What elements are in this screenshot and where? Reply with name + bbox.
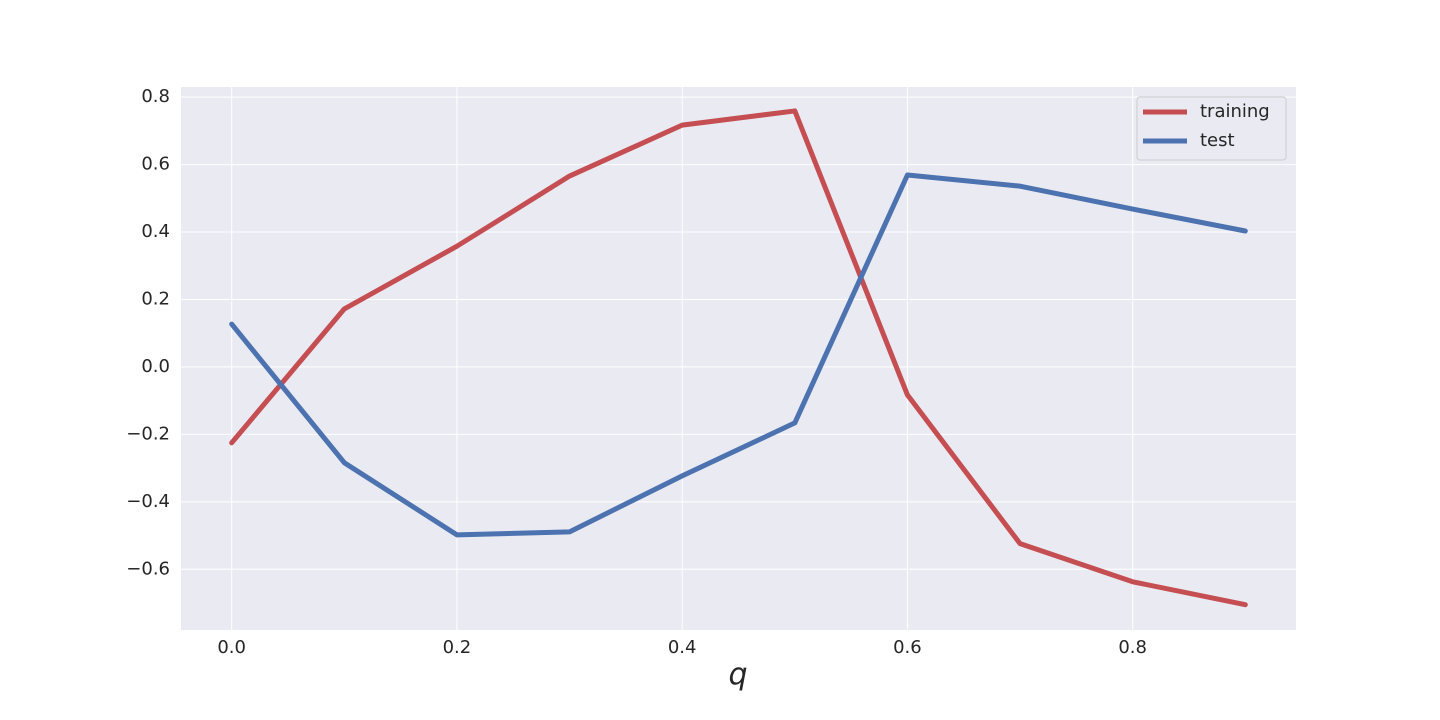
legend-label: training — [1200, 101, 1270, 122]
legend: training test — [1136, 96, 1287, 161]
x-tick-label: 0.0 — [217, 637, 246, 658]
legend-label: test — [1200, 130, 1235, 151]
y-tick-label: −0.6 — [126, 558, 170, 579]
x-tick-label: 0.2 — [443, 637, 472, 658]
x-tick-label: 0.8 — [1118, 637, 1147, 658]
y-tick-label: 0.2 — [141, 288, 170, 309]
y-tick-label: 0.8 — [141, 86, 170, 107]
line-series — [229, 172, 1248, 538]
y-tick-label: −0.4 — [126, 491, 170, 512]
line-series — [229, 108, 1248, 608]
x-tick-label: 0.4 — [668, 637, 697, 658]
plot-area — [181, 87, 1296, 630]
y-tick-label: 0.4 — [141, 221, 170, 242]
y-tick-label: 0.0 — [141, 356, 170, 377]
x-tick-label: 0.6 — [893, 637, 922, 658]
y-tick-label: 0.6 — [141, 154, 170, 175]
x-axis-label: q — [728, 658, 747, 693]
y-tick-label: −0.2 — [126, 423, 170, 444]
